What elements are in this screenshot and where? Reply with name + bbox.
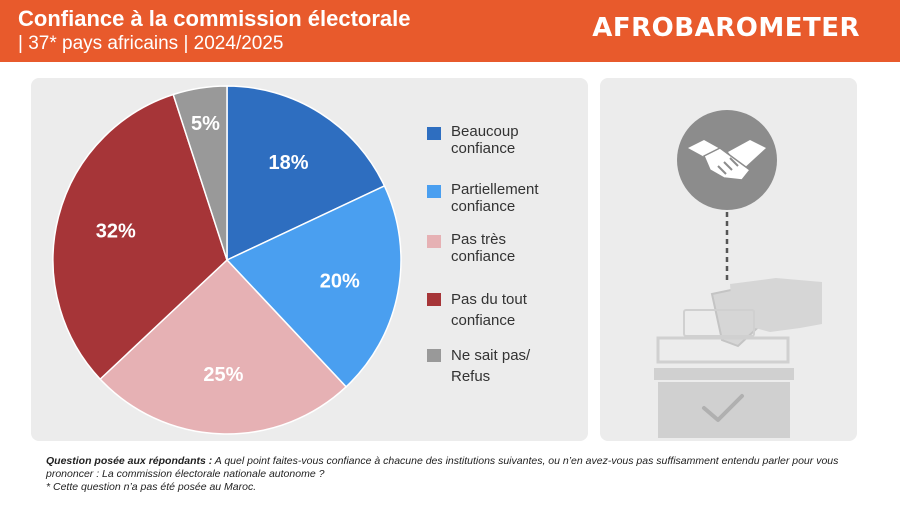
- illustration-panel: [600, 78, 857, 441]
- pie-label-ne-sait-pas: 5%: [191, 113, 220, 135]
- afrobarometer-logo: AFROBAROMETER: [592, 13, 860, 43]
- legend-label-line: confiance: [451, 140, 516, 157]
- legend-label-line: confiance: [451, 198, 516, 215]
- legend-swatch-ne-sait-pas: [427, 349, 441, 362]
- ballot-box-icon: [654, 278, 822, 438]
- pie-label-pas-tres: 25%: [203, 364, 243, 386]
- pie-slice-pas-tres: [99, 258, 348, 435]
- header-banner: Confiance à la commission électorale | 3…: [0, 0, 900, 62]
- pie-label-pas-du-tout: 32%: [96, 220, 136, 242]
- legend-swatch-beaucoup: [427, 127, 441, 140]
- legend-label-line: Partiellement: [451, 181, 539, 198]
- page-title: Confiance à la commission électorale: [18, 6, 411, 31]
- chart-panel: 18% 20% 25% 32% 5% Beaucoup confiance Partie…: [31, 78, 588, 441]
- pie-slice-ne-sait-pas: [172, 85, 228, 261]
- pie-slice-pas-du-tout: [52, 93, 228, 381]
- legend-swatch-partiellement: [427, 185, 441, 198]
- pie-slice-partiellement: [225, 184, 402, 388]
- page-subtitle: | 37* pays africains | 2024/2025: [18, 33, 284, 54]
- question-text: A quel point faites-vous confiance à cha…: [46, 455, 839, 480]
- legend-label-ne-sait-pas: Ne sait pas/ Refus: [451, 345, 579, 387]
- legend-label-pas-du-tout: Pas du tout confiance: [451, 289, 579, 331]
- legend-label-line: Ne sait pas/: [451, 347, 531, 364]
- pie-chart: 18% 20% 25% 32% 5%: [52, 85, 402, 435]
- legend-label-line: Pas très: [451, 231, 507, 248]
- footnote-note: * Cette question n’a pas été posée au Ma…: [46, 481, 257, 493]
- legend-swatch-pas-du-tout: [427, 293, 441, 306]
- legend-label-line: confiance: [451, 248, 516, 265]
- legend-swatch-pas-tres: [427, 235, 441, 248]
- legend-label-pas-tres: Pas très confiance: [451, 231, 579, 265]
- footnote: Question posée aux répondants : A quel p…: [46, 455, 866, 494]
- illustration: [654, 110, 822, 438]
- pie-slice-beaucoup: [226, 85, 386, 262]
- pie-label-partiellement: 20%: [320, 271, 360, 293]
- legend-label-line: Refus: [451, 368, 491, 385]
- pie-label-beaucoup: 18%: [269, 152, 309, 174]
- legend-label-partiellement: Partiellement confiance: [451, 181, 579, 215]
- legend-label-line: Beaucoup: [451, 123, 519, 140]
- legend-label-line: Pas du tout: [451, 291, 527, 308]
- question-label: Question posée aux répondants :: [46, 455, 213, 467]
- legend-label-line: confiance: [451, 312, 516, 329]
- handshake-icon: [677, 110, 777, 210]
- legend-label-beaucoup: Beaucoup confiance: [451, 123, 579, 157]
